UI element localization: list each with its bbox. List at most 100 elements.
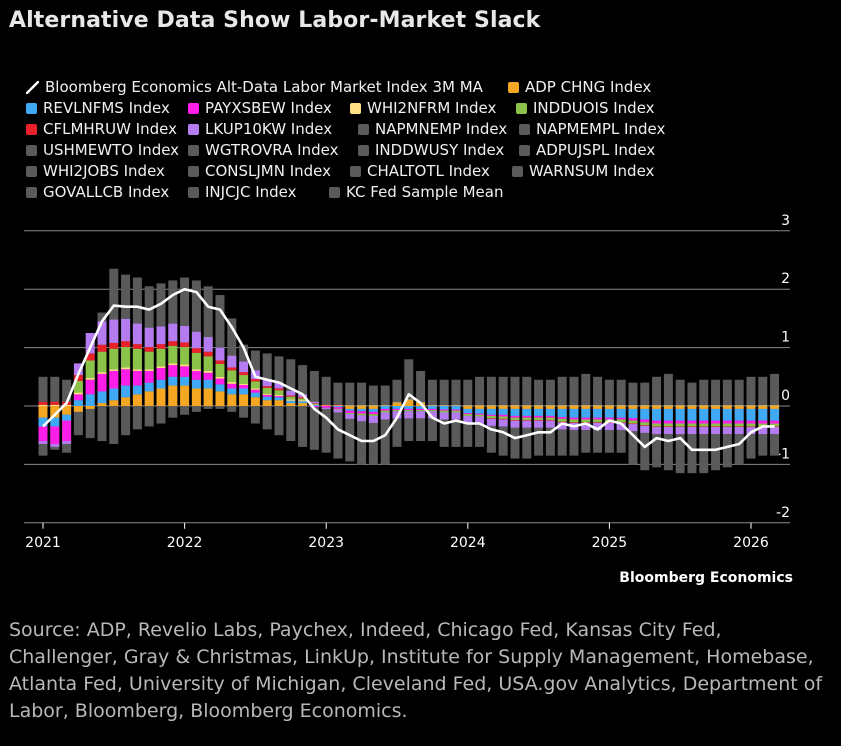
stacked-bar — [711, 427, 721, 435]
legend-label: INDDWUSY Index — [375, 141, 505, 159]
y-tick-label: -1 — [776, 446, 790, 462]
stacked-bar — [498, 416, 508, 419]
stacked-bar — [227, 367, 237, 371]
stacked-bar — [557, 422, 567, 430]
stacked-bar — [746, 408, 756, 421]
stacked-bar — [239, 361, 249, 373]
stacked-bar — [132, 348, 142, 370]
stacked-bar — [333, 407, 343, 409]
stacked-bar — [451, 406, 461, 410]
stacked-bar — [404, 408, 414, 411]
stacked-bar — [734, 423, 744, 427]
stacked-bar — [498, 418, 508, 420]
chart-source-note: Source: ADP, Revelio Labs, Paychex, Inde… — [9, 619, 823, 722]
legend-label: CHALTOTL Index — [367, 162, 490, 180]
stacked-bar — [758, 405, 768, 406]
stacked-bar — [85, 379, 95, 395]
stacked-bar — [439, 410, 449, 413]
stacked-bar — [121, 347, 131, 368]
stacked-bar — [144, 347, 154, 352]
stacked-bar — [534, 420, 544, 428]
stacked-bar — [38, 426, 48, 442]
stacked-bar — [368, 415, 378, 423]
stacked-bar — [380, 412, 390, 420]
stacked-bar — [451, 410, 461, 413]
stacked-bar — [286, 399, 296, 401]
stacked-bar — [239, 383, 249, 385]
x-tick-label: 2021 — [25, 535, 61, 551]
stacked-bar — [722, 420, 732, 424]
legend-swatch — [508, 82, 519, 93]
stacked-bar — [191, 352, 201, 370]
stacked-bar — [486, 406, 496, 409]
stacked-bar — [274, 400, 284, 406]
stacked-bar — [675, 423, 685, 427]
stacked-bar — [687, 408, 697, 421]
legend-label: GOVALLCB Index — [43, 183, 170, 201]
stacked-bar — [534, 420, 544, 421]
stacked-bar — [262, 387, 272, 394]
stacked-bar — [62, 406, 72, 415]
stacked-bar — [180, 325, 190, 343]
stacked-bar — [593, 405, 603, 406]
stacked-bar — [227, 382, 237, 384]
stacked-bar — [321, 406, 331, 408]
stacked-bar — [132, 369, 142, 371]
legend-swatch — [350, 103, 361, 114]
stacked-bar — [770, 423, 780, 427]
stacked-bar — [298, 401, 308, 404]
legend-label: USHMEWTO Index — [43, 141, 180, 159]
legend-swatch — [358, 145, 369, 156]
stacked-bar — [604, 422, 614, 423]
stacked-bar — [486, 408, 496, 415]
stacked-bar — [746, 406, 756, 409]
legend-swatch — [26, 187, 37, 198]
stacked-bar — [144, 351, 154, 370]
stacked-bar — [699, 420, 709, 424]
stacked-bar — [345, 410, 355, 414]
stacked-bar — [699, 406, 709, 409]
stacked-bar — [687, 405, 697, 406]
stacked-bar — [711, 423, 721, 427]
stacked-bar — [758, 408, 768, 421]
stacked-bar — [640, 408, 650, 420]
stacked-bar — [132, 394, 142, 406]
stacked-bar — [368, 405, 378, 406]
stacked-bar — [557, 406, 567, 409]
legend-swatch — [350, 166, 361, 177]
stacked-bar — [191, 379, 201, 389]
stacked-bar — [545, 408, 555, 416]
legend-label: CFLMHRUW Index — [43, 120, 177, 138]
stacked-bar — [262, 396, 272, 401]
stacked-bar — [616, 406, 626, 409]
stacked-bar — [522, 415, 532, 418]
stacked-bar — [274, 397, 284, 401]
stacked-bar — [734, 408, 744, 421]
stacked-bar — [734, 405, 744, 406]
y-tick-label: 2 — [781, 271, 790, 287]
stacked-bar — [156, 388, 166, 406]
stacked-bar — [274, 388, 284, 391]
stacked-bar — [463, 405, 473, 406]
legend-swatch — [188, 103, 199, 114]
legend-label: CONSLJMN Index — [205, 162, 332, 180]
stacked-bar — [38, 417, 48, 427]
stacked-bar — [380, 405, 390, 406]
legend-item: CONSLJMN Index — [188, 162, 331, 180]
stacked-bar — [711, 420, 721, 424]
stacked-bar — [191, 331, 201, 349]
stacked-bar — [652, 426, 662, 428]
stacked-bar — [699, 405, 709, 406]
stacked-bar — [628, 424, 638, 432]
legend-swatch — [188, 145, 199, 156]
stacked-bar — [357, 408, 367, 412]
stacked-bar — [215, 363, 225, 377]
stacked-bar — [498, 405, 508, 406]
stacked-bar — [239, 372, 249, 376]
stacked-bar — [463, 414, 473, 416]
stacked-bar — [262, 400, 272, 406]
y-tick-label: 3 — [781, 213, 790, 229]
stacked-bar — [239, 394, 249, 406]
stacked-bar — [298, 400, 308, 402]
stacked-bar — [156, 368, 166, 380]
